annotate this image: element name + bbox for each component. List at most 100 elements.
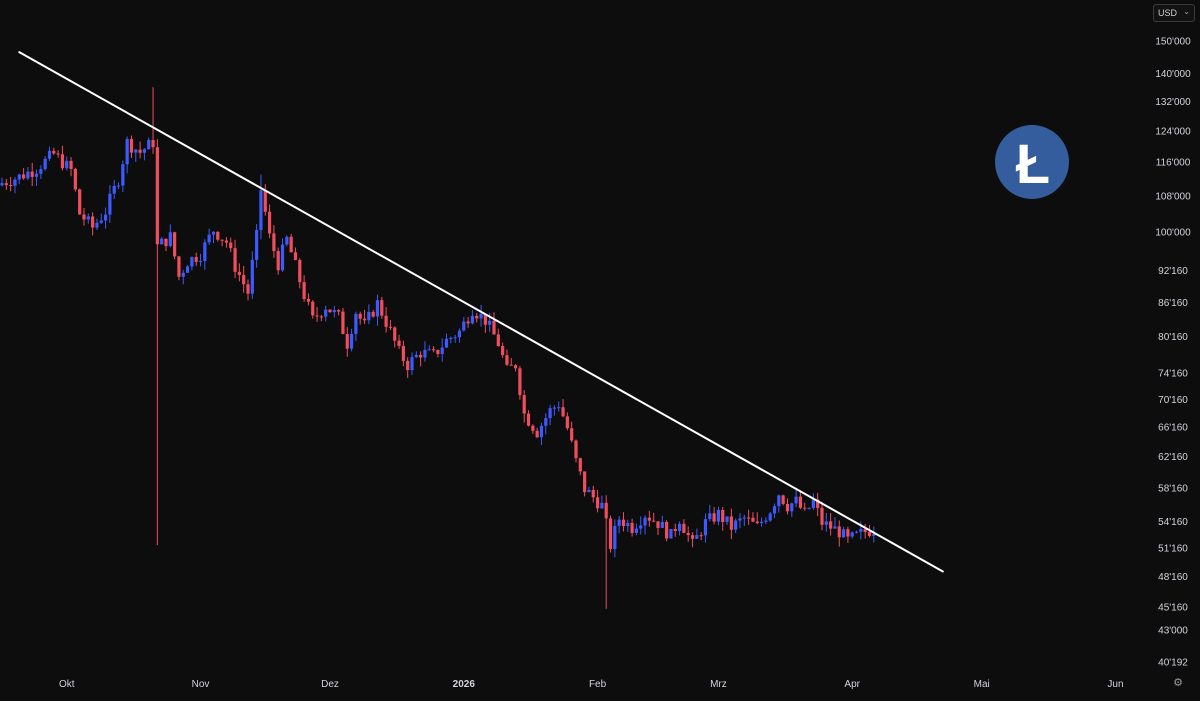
candle-body	[531, 425, 535, 431]
candle-body	[462, 321, 466, 331]
candle	[30, 162, 34, 187]
candle-body	[591, 489, 595, 498]
candle	[574, 439, 578, 463]
candle	[332, 305, 336, 318]
candle	[470, 310, 475, 325]
candle-body	[639, 525, 643, 529]
candle	[587, 486, 591, 493]
candle	[794, 487, 798, 508]
candle-body	[600, 502, 604, 509]
candle	[298, 258, 302, 289]
candle	[103, 207, 108, 229]
candle	[116, 182, 121, 190]
candle	[229, 237, 233, 253]
x-tick-label: Dez	[321, 679, 339, 690]
candle	[565, 412, 569, 431]
candle	[548, 404, 552, 426]
candle	[56, 150, 60, 158]
candle-body	[259, 190, 263, 231]
candle	[501, 342, 505, 358]
candle	[431, 346, 436, 353]
candle-body	[665, 521, 669, 539]
candle-body	[198, 260, 203, 262]
candle	[134, 148, 138, 163]
candle	[0, 177, 4, 187]
price-axis[interactable]: 150'000 140'000 132'000 124'000 116'000 108'0…	[1155, 37, 1191, 669]
candle-body	[557, 407, 561, 409]
time-axis[interactable]: Okt Nov Dez 2026 Feb Mrz Apr Mai Jun	[59, 679, 1124, 690]
candle	[449, 336, 453, 344]
candle	[816, 492, 820, 517]
litecoin-logo-icon: Ł	[995, 125, 1069, 199]
candle-body	[298, 259, 302, 283]
gear-icon[interactable]: ⚙	[1173, 677, 1183, 689]
candle	[246, 279, 250, 301]
candle-body	[850, 532, 854, 537]
y-tick-label: 51'160	[1158, 544, 1188, 555]
candle-body	[380, 300, 384, 316]
candle	[177, 255, 181, 281]
candle-body	[341, 311, 345, 335]
candle	[384, 307, 388, 333]
candle-body	[652, 520, 656, 522]
litecoin-logo-glyph: Ł	[1016, 132, 1050, 195]
candle-body	[475, 315, 479, 319]
candle-body	[513, 365, 518, 369]
candle	[414, 351, 418, 358]
x-tick-label: Feb	[589, 679, 607, 690]
candle-body	[488, 320, 492, 325]
candle	[798, 490, 803, 510]
candle-body	[375, 300, 380, 317]
candle	[155, 139, 159, 546]
candle-body	[522, 395, 526, 414]
candle	[673, 523, 677, 537]
candle-body	[712, 513, 716, 522]
y-tick-label: 100'000	[1155, 228, 1191, 239]
candle-body	[129, 138, 134, 153]
candle	[39, 165, 43, 179]
candle-body	[194, 257, 198, 262]
candle-body	[406, 360, 410, 371]
candle-body	[807, 507, 811, 509]
candle-body	[772, 506, 777, 514]
x-tick-label: Okt	[59, 679, 75, 690]
candle-body	[604, 502, 608, 519]
candle-body	[535, 430, 539, 438]
y-tick-label: 66'160	[1158, 422, 1188, 433]
candle	[302, 275, 306, 302]
candle-body	[242, 274, 246, 285]
candle-body	[121, 164, 125, 186]
candle-body	[608, 518, 613, 549]
candle-body	[539, 425, 544, 438]
candle-body	[337, 310, 341, 312]
candle	[419, 351, 423, 367]
currency-select[interactable]: USD ⌄	[1153, 4, 1195, 22]
candle-body	[185, 266, 190, 273]
candle-body	[21, 174, 26, 179]
candle-body	[147, 139, 151, 150]
candle	[233, 239, 237, 279]
candle-body	[656, 521, 660, 528]
candle-body	[574, 440, 578, 459]
y-tick-label: 116'000	[1156, 158, 1191, 169]
candle-body	[729, 516, 733, 530]
candle	[509, 358, 513, 366]
candle-body	[570, 428, 574, 441]
candle	[803, 502, 807, 511]
y-tick-label: 54'160	[1158, 517, 1188, 528]
y-tick-label: 108'000	[1155, 191, 1191, 202]
candle-body	[457, 330, 462, 338]
trendline[interactable]	[18, 51, 944, 573]
candle	[716, 506, 721, 526]
x-tick-label: Mrz	[710, 679, 727, 690]
candle-body	[427, 349, 431, 351]
candle-body	[721, 509, 725, 522]
candle	[583, 471, 587, 497]
candle-body	[43, 158, 47, 170]
y-tick-label: 140'000	[1155, 69, 1191, 80]
candle-body	[82, 214, 86, 220]
candle	[65, 156, 69, 171]
candle-body	[30, 171, 34, 177]
